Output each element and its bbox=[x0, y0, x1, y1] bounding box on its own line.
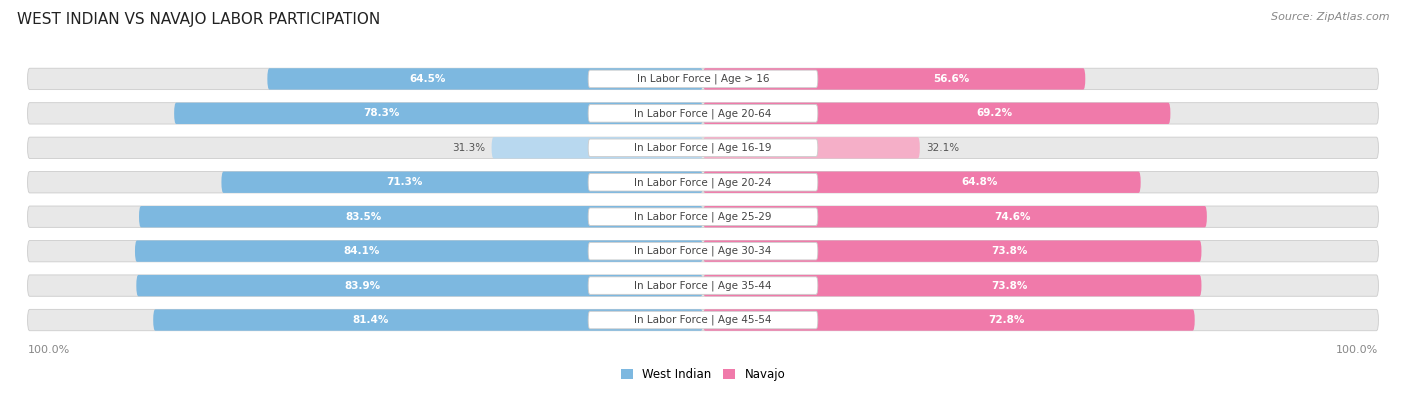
Text: 81.4%: 81.4% bbox=[353, 315, 389, 325]
FancyBboxPatch shape bbox=[703, 206, 1206, 228]
FancyBboxPatch shape bbox=[174, 103, 703, 124]
Text: WEST INDIAN VS NAVAJO LABOR PARTICIPATION: WEST INDIAN VS NAVAJO LABOR PARTICIPATIO… bbox=[17, 12, 380, 27]
FancyBboxPatch shape bbox=[703, 103, 1170, 124]
Text: In Labor Force | Age > 16: In Labor Force | Age > 16 bbox=[637, 73, 769, 84]
Text: In Labor Force | Age 25-29: In Labor Force | Age 25-29 bbox=[634, 211, 772, 222]
FancyBboxPatch shape bbox=[588, 208, 818, 226]
Text: 71.3%: 71.3% bbox=[387, 177, 423, 187]
FancyBboxPatch shape bbox=[588, 173, 818, 191]
FancyBboxPatch shape bbox=[28, 137, 1378, 158]
Text: 83.9%: 83.9% bbox=[344, 280, 380, 291]
FancyBboxPatch shape bbox=[703, 309, 1195, 331]
FancyBboxPatch shape bbox=[703, 68, 1085, 90]
Text: 64.8%: 64.8% bbox=[962, 177, 997, 187]
Legend: West Indian, Navajo: West Indian, Navajo bbox=[616, 364, 790, 386]
Text: In Labor Force | Age 30-34: In Labor Force | Age 30-34 bbox=[634, 246, 772, 256]
Text: 32.1%: 32.1% bbox=[927, 143, 960, 153]
FancyBboxPatch shape bbox=[588, 139, 818, 156]
Text: 74.6%: 74.6% bbox=[994, 212, 1031, 222]
FancyBboxPatch shape bbox=[28, 103, 1378, 124]
FancyBboxPatch shape bbox=[139, 206, 703, 228]
FancyBboxPatch shape bbox=[588, 70, 818, 88]
Text: 73.8%: 73.8% bbox=[991, 246, 1028, 256]
Text: Source: ZipAtlas.com: Source: ZipAtlas.com bbox=[1271, 12, 1389, 22]
Text: In Labor Force | Age 20-64: In Labor Force | Age 20-64 bbox=[634, 108, 772, 118]
Text: 69.2%: 69.2% bbox=[976, 108, 1012, 118]
FancyBboxPatch shape bbox=[153, 309, 703, 331]
Text: 31.3%: 31.3% bbox=[451, 143, 485, 153]
Text: 56.6%: 56.6% bbox=[934, 74, 970, 84]
FancyBboxPatch shape bbox=[588, 105, 818, 122]
Text: 100.0%: 100.0% bbox=[1336, 345, 1378, 355]
FancyBboxPatch shape bbox=[221, 171, 703, 193]
FancyBboxPatch shape bbox=[703, 275, 1202, 296]
FancyBboxPatch shape bbox=[28, 206, 1378, 228]
Text: In Labor Force | Age 45-54: In Labor Force | Age 45-54 bbox=[634, 315, 772, 325]
Text: 72.8%: 72.8% bbox=[988, 315, 1025, 325]
FancyBboxPatch shape bbox=[492, 137, 703, 158]
FancyBboxPatch shape bbox=[28, 275, 1378, 296]
FancyBboxPatch shape bbox=[703, 241, 1202, 262]
Text: 64.5%: 64.5% bbox=[409, 74, 446, 84]
FancyBboxPatch shape bbox=[28, 68, 1378, 90]
FancyBboxPatch shape bbox=[135, 241, 703, 262]
Text: 73.8%: 73.8% bbox=[991, 280, 1028, 291]
Text: In Labor Force | Age 35-44: In Labor Force | Age 35-44 bbox=[634, 280, 772, 291]
Text: In Labor Force | Age 16-19: In Labor Force | Age 16-19 bbox=[634, 143, 772, 153]
FancyBboxPatch shape bbox=[588, 277, 818, 294]
FancyBboxPatch shape bbox=[28, 171, 1378, 193]
Text: In Labor Force | Age 20-24: In Labor Force | Age 20-24 bbox=[634, 177, 772, 188]
FancyBboxPatch shape bbox=[136, 275, 703, 296]
FancyBboxPatch shape bbox=[267, 68, 703, 90]
FancyBboxPatch shape bbox=[703, 171, 1140, 193]
FancyBboxPatch shape bbox=[588, 243, 818, 260]
FancyBboxPatch shape bbox=[28, 309, 1378, 331]
Text: 83.5%: 83.5% bbox=[346, 212, 381, 222]
FancyBboxPatch shape bbox=[28, 241, 1378, 262]
Text: 78.3%: 78.3% bbox=[363, 108, 399, 118]
Text: 100.0%: 100.0% bbox=[28, 345, 70, 355]
FancyBboxPatch shape bbox=[588, 311, 818, 329]
Text: 84.1%: 84.1% bbox=[343, 246, 380, 256]
FancyBboxPatch shape bbox=[703, 137, 920, 158]
